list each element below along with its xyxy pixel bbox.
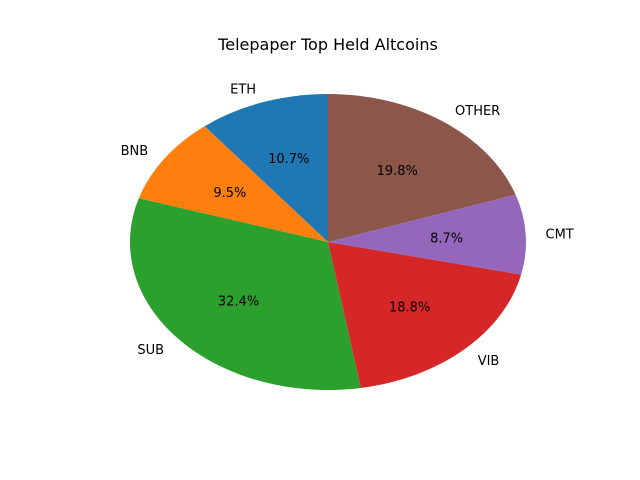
slice-percent-sub: 32.4% <box>218 294 259 309</box>
slice-label-cmt: CMT <box>546 228 574 243</box>
slice-percent-bnb: 9.5% <box>213 186 246 201</box>
pie-slice-vib <box>328 242 522 388</box>
slice-label-eth: ETH <box>230 82 256 97</box>
pie-slice-bnb <box>138 126 328 242</box>
slice-label-bnb: BNB <box>121 144 149 159</box>
slice-label-other: OTHER <box>455 104 500 119</box>
slice-percent-other: 19.8% <box>377 164 418 179</box>
slice-percent-eth: 10.7% <box>268 152 309 167</box>
pie-slice-sub <box>129 198 361 391</box>
slice-percent-vib: 18.8% <box>389 300 430 315</box>
pie-labels: ETH 10.7% BNB 9.5% SUB 32.4% VIB 18.8% CMT 8.7% OT… <box>121 82 574 369</box>
slice-label-vib: VIB <box>478 354 500 369</box>
pie-slice-eth <box>204 94 328 242</box>
slice-label-sub: SUB <box>137 343 164 358</box>
pie-slices <box>129 94 526 391</box>
pie-slice-other <box>328 94 516 242</box>
pie-slice-cmt <box>328 194 526 275</box>
slice-percent-cmt: 8.7% <box>430 231 463 246</box>
chart-title: Telepaper Top Held Altcoins <box>217 35 438 54</box>
